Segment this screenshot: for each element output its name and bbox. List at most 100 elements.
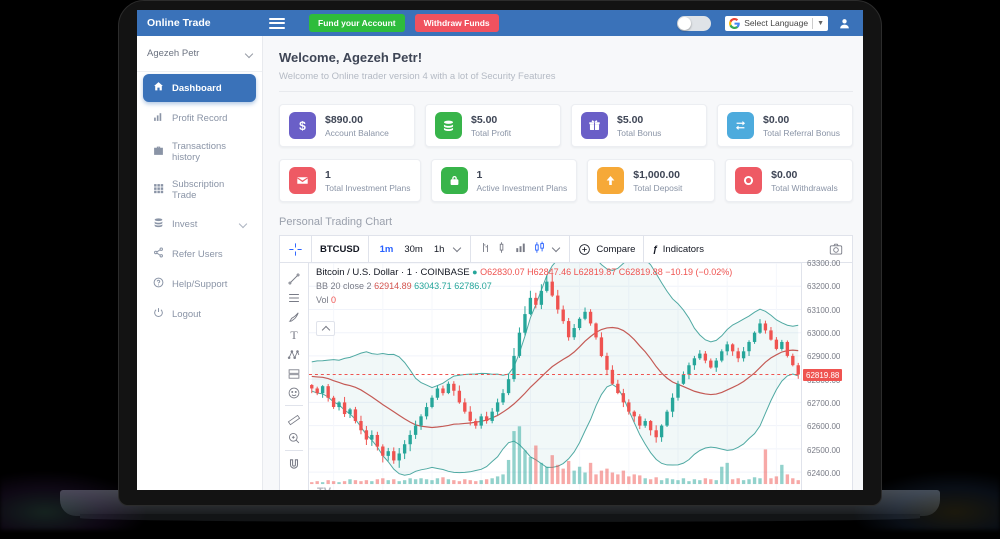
card-total-investment-plans: 1 Total Investment Plans <box>279 159 421 202</box>
legend-bb-basis: 62914.89 <box>374 281 412 292</box>
stats-row-2: 1 Total Investment Plans 1 Active Invest… <box>279 159 854 202</box>
interval-1m[interactable]: 1m <box>379 243 394 255</box>
chart-plot-area[interactable]: Bitcoin / U.S. Dollar · 1 · COINBASE ● O… <box>309 263 801 490</box>
chevron-down-icon <box>238 219 248 229</box>
stat-value: $0.00 <box>763 114 790 127</box>
style-caret-icon[interactable] <box>552 243 561 253</box>
bar-chart-icon <box>153 111 164 125</box>
hamburger-icon[interactable] <box>269 17 285 29</box>
xabcd-pattern-icon[interactable] <box>283 345 305 364</box>
help-icon <box>153 277 164 291</box>
power-icon <box>153 307 164 321</box>
stats-row-1: $ $890.00 Account Balance $5.00 Total Pr… <box>279 104 853 147</box>
fund-account-button[interactable]: Fund your Account <box>309 14 405 32</box>
interval-1h[interactable]: 1h <box>433 243 445 255</box>
symbol-button[interactable]: BTCUSD <box>312 236 369 262</box>
price-axis[interactable]: 63300.00 63200.00 63100.00 63000.00 62900.00… <box>801 259 852 490</box>
app-body: Agezeh Petr Dashboard Profit Record Tran… <box>137 36 863 490</box>
sidebar-item-refer-users[interactable]: Refer Users <box>143 240 256 268</box>
fx-icon: ƒ <box>652 243 658 255</box>
chart-body: T <box>280 259 852 490</box>
gift-icon <box>581 112 608 139</box>
stat-label: Total Referral Bonus <box>763 127 841 138</box>
compare-button[interactable]: Compare <box>570 236 645 262</box>
trend-line-icon[interactable] <box>283 269 305 288</box>
stat-value: $1,000.00 <box>633 169 680 182</box>
compare-label: Compare <box>596 243 636 255</box>
withdraw-funds-button[interactable]: Withdraw Funds <box>414 14 499 32</box>
sidebar-username: Agezeh Petr <box>147 48 200 59</box>
toggle-knob <box>678 16 692 30</box>
stat-value: $0.00 <box>771 169 798 182</box>
language-label: Select Language <box>744 18 809 28</box>
section-title-trading-chart: Personal Trading Chart <box>279 216 393 228</box>
interval-caret-icon[interactable] <box>453 243 462 253</box>
share-icon <box>153 247 164 261</box>
emoji-tool-icon[interactable] <box>283 383 305 402</box>
sidebar-item-profit-record[interactable]: Profit Record <box>143 104 256 132</box>
language-selector[interactable]: Select Language ▼ <box>725 15 828 31</box>
sidebar-user-menu[interactable]: Agezeh Petr <box>137 36 262 72</box>
stat-label: Total Profit <box>471 127 512 138</box>
magnet-icon[interactable] <box>283 454 305 473</box>
measure-ruler-icon[interactable] <box>283 409 305 428</box>
ring-icon <box>735 167 763 194</box>
sidebar-item-label: Logout <box>172 308 202 320</box>
legend-collapse-button[interactable] <box>316 321 335 336</box>
position-tool-icon[interactable] <box>283 364 305 383</box>
bars-style-icon[interactable] <box>497 241 510 257</box>
axis-tick-label: 63000.00 <box>807 329 841 338</box>
interval-30m[interactable]: 30m <box>404 243 423 255</box>
chart-toolbar: BTCUSD 1m 30m 1h <box>280 236 852 263</box>
theme-toggle[interactable] <box>677 15 712 31</box>
bag-icon <box>440 167 468 194</box>
sidebar-item-logout[interactable]: Logout <box>143 300 256 328</box>
chart-legend: Bitcoin / U.S. Dollar · 1 · COINBASE ● O… <box>316 266 732 307</box>
sidebar-item-label: Profit Record <box>172 112 228 124</box>
stat-label: Total Deposit <box>633 182 683 193</box>
stat-label: Active Investment Plans <box>476 182 568 193</box>
area-style-icon[interactable] <box>515 241 528 257</box>
legend-bb-lower: 62786.07 <box>454 281 492 292</box>
home-icon <box>153 81 164 95</box>
stat-value: 1 <box>325 169 331 182</box>
axis-tick-label: 62400.00 <box>807 469 841 478</box>
legend-symbol-title: Bitcoin / U.S. Dollar · 1 · COINBASE <box>316 267 470 278</box>
sidebar-item-subscription-trade[interactable]: Subscription Trade <box>143 172 256 208</box>
card-active-investment-plans: 1 Active Investment Plans <box>430 159 578 202</box>
zoom-in-icon[interactable] <box>283 428 305 447</box>
axis-tick-label: 63300.00 <box>807 259 841 268</box>
sidebar-item-transactions-history[interactable]: Transactions history <box>143 134 256 170</box>
snapshot-camera-icon[interactable] <box>820 236 852 262</box>
axis-tick-label: 62700.00 <box>807 399 841 408</box>
card-total-deposit: $1,000.00 Total Deposit <box>587 159 716 202</box>
chart-style-group <box>471 236 571 262</box>
line-style-icon[interactable] <box>479 241 492 257</box>
sidebar-item-dashboard[interactable]: Dashboard <box>143 74 256 102</box>
stat-value: $5.00 <box>471 114 498 127</box>
candles-style-icon[interactable] <box>533 241 546 257</box>
legend-ohlc-values: O62830.07 H62847.46 L62819.87 C62819.88 … <box>480 267 733 277</box>
sidebar-item-label: Help/Support <box>172 278 228 290</box>
fib-retracement-icon[interactable] <box>283 288 305 307</box>
crosshair-tool-button[interactable] <box>280 236 312 262</box>
text-tool-icon[interactable]: T <box>290 328 298 342</box>
chevron-down-icon <box>244 49 254 58</box>
stat-label: Account Balance <box>325 127 389 138</box>
indicators-button[interactable]: ƒ Indicators <box>644 236 711 262</box>
axis-tick-label: 62500.00 <box>807 445 841 455</box>
sidebar-item-invest[interactable]: Invest <box>143 210 256 238</box>
interval-group: 1m 30m 1h <box>369 236 472 262</box>
sidebar-item-label: Dashboard <box>172 82 222 94</box>
brush-icon[interactable] <box>283 307 305 326</box>
language-caret-icon: ▼ <box>817 19 824 27</box>
legend-bb-label: BB 20 close 2 <box>316 281 372 292</box>
user-account-icon[interactable] <box>838 17 851 30</box>
legend-vol-label: Vol <box>316 294 329 305</box>
sidebar-item-label: Invest <box>172 218 198 230</box>
welcome-subtitle: Welcome to Online trader version 4 with … <box>279 71 853 92</box>
sidebar-item-help-support[interactable]: Help/Support <box>143 270 256 298</box>
stat-value: $890.00 <box>325 114 363 127</box>
main-content: Welcome, Agezeh Petr! Welcome to Online … <box>263 36 863 490</box>
trading-chart-widget: BTCUSD 1m 30m 1h <box>279 235 853 490</box>
